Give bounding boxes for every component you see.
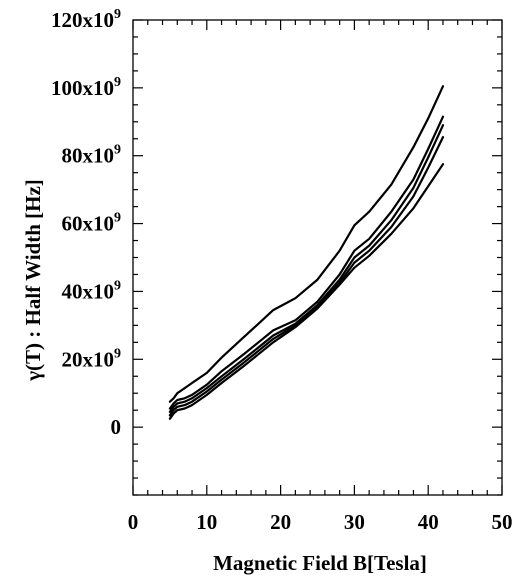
x-tick-label: 20 — [270, 510, 291, 534]
x-tick-labels: 0 10 20 30 40 50 — [128, 510, 513, 534]
y-tick-label: 60x109 — [62, 211, 122, 236]
y-tick-label: 120x109 — [51, 7, 121, 32]
x-tick-label: 0 — [128, 510, 139, 534]
x-tick-label: 10 — [196, 510, 217, 534]
y-tick-labels: 0 20x109 40x109 60x109 80x109 100x109 120x109 — [51, 7, 121, 439]
series-line-3 — [168, 124, 445, 413]
series-group — [168, 85, 445, 420]
y-tick-label: 40x109 — [62, 278, 122, 303]
series-line-4 — [168, 136, 445, 417]
y-axis-title: γ(T) : Half Width [Hz] — [21, 179, 45, 382]
series-line-1 — [168, 85, 445, 403]
y-tick-label: 100x109 — [51, 75, 121, 100]
series-line-5 — [168, 163, 445, 420]
series-line-2 — [168, 115, 445, 410]
y-tick-label: 20x109 — [62, 346, 122, 371]
tick-marks — [132, 19, 503, 496]
plot-frame — [132, 19, 503, 496]
x-tick-label: 30 — [344, 510, 365, 534]
y-tick-label: 80x109 — [62, 143, 122, 168]
x-tick-label: 50 — [492, 510, 513, 534]
x-tick-label: 40 — [418, 510, 439, 534]
x-axis-title: Magnetic Field B[Tesla] — [213, 551, 427, 575]
y-tick-label: 0 — [111, 415, 122, 439]
